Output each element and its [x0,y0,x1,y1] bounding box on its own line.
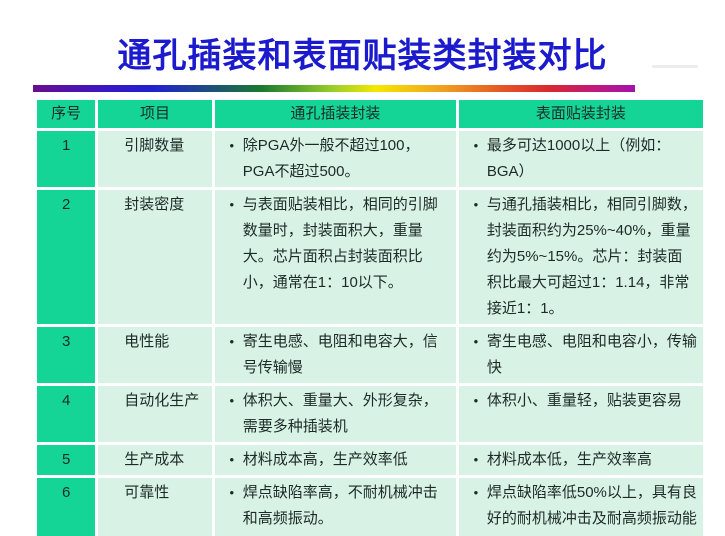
bullet-icon: • [229,392,235,408]
surface-mount-text: 材料成本低，生产效率高 [486,450,652,468]
surface-mount-text: 与通孔插装相比，相同引脚数，封装面积约为25%~40%，重量约为5%~15%。芯… [486,195,697,317]
header-item: 项目 [98,99,212,128]
surface-mount-cell: • 焊点缺陷率低50%以上，具有良好的耐机械冲击及耐高频振动能力 [458,477,703,536]
table-row: 2 封装密度 • 与表面贴装相比，相同的引脚数量时，封装面积大，重量大。芯片面积占封装… [37,189,703,324]
bullet-icon: • [229,333,235,349]
surface-mount-text: 最多可达1000以上（例如：BGA） [486,136,671,180]
header-row: 序号 项目 通孔插装封装 表面贴装封装 [37,99,703,128]
surface-mount-cell: • 最多可达1000以上（例如：BGA） [458,130,703,187]
through-hole-cell: • 体积大、重量大、外形复杂，需要多种插装机 [214,385,456,442]
row-item-cell: 封装密度 [98,189,212,324]
surface-mount-text: 寄生电感、电阻和电容小，传输快 [486,332,697,376]
row-item-cell: 引脚数量 [98,130,212,187]
surface-mount-cell: • 与通孔插装相比，相同引脚数，封装面积约为25%~40%，重量约为5%~15%。… [458,189,703,324]
row-item-cell: 生产成本 [98,444,212,475]
surface-mount-text: 体积小、重量轻，贴装更容易 [486,391,682,409]
bullet-icon: • [473,392,479,408]
table-row: 1 引脚数量 • 除PGA外一般不超过100，PGA不超过500。 • 最多可达1000以… [37,130,703,187]
through-hole-cell: • 与表面贴装相比，相同的引脚数量时，封装面积大，重量大。芯片面积占封装面积比小，… [214,189,456,324]
slide-title: 通孔插装和表面贴装类封装对比 [117,37,608,75]
table-row: 6 可靠性 • 焊点缺陷率高，不耐机械冲击和高频振动。 • 焊点缺陷率低50%以上，具有良… [37,477,703,536]
header-surface-mount: 表面贴装封装 [458,99,703,128]
bullet-icon: • [473,196,479,212]
through-hole-text: 寄生电感、电阻和电容大，信号传输慢 [242,332,438,376]
row-number-cell: 2 [37,189,96,324]
rainbow-divider [33,84,635,92]
bullet-icon: • [473,333,479,349]
row-item-cell: 自动化生产 [98,385,212,442]
row-number-cell: 6 [37,477,96,536]
surface-mount-cell: • 材料成本低，生产效率高 [458,444,703,475]
bullet-icon: • [229,137,235,153]
through-hole-text: 焊点缺陷率高，不耐机械冲击和高频振动。 [242,483,438,527]
bullet-icon: • [229,451,235,467]
bullet-icon: • [229,196,235,212]
row-number-cell: 1 [37,130,96,187]
top-right-artifact [652,65,698,68]
through-hole-text: 除PGA外一般不超过100，PGA不超过500。 [242,136,420,180]
through-hole-cell: • 除PGA外一般不超过100，PGA不超过500。 [214,130,456,187]
table-row: 3 电性能 • 寄生电感、电阻和电容大，信号传输慢 • 寄生电感、电阻和电容小，传输快 [37,326,703,383]
surface-mount-text: 焊点缺陷率低50%以上，具有良好的耐机械冲击及耐高频振动能力 [486,483,697,536]
row-number-cell: 3 [37,326,96,383]
through-hole-text: 与表面贴装相比，相同的引脚数量时，封装面积大，重量大。芯片面积占封装面积比小，通… [242,195,438,291]
table-row: 4 自动化生产 • 体积大、重量大、外形复杂，需要多种插装机 • 体积小、重量轻，贴装更容… [37,385,703,442]
row-item-cell: 电性能 [98,326,212,383]
bullet-icon: • [473,484,479,500]
bullet-icon: • [229,484,235,500]
surface-mount-cell: • 体积小、重量轻，贴装更容易 [458,385,703,442]
surface-mount-cell: • 寄生电感、电阻和电容小，传输快 [458,326,703,383]
header-through-hole: 通孔插装封装 [214,99,456,128]
bullet-icon: • [473,137,479,153]
row-number-cell: 4 [37,385,96,442]
header-serial: 序号 [37,99,96,128]
through-hole-cell: • 寄生电感、电阻和电容大，信号传输慢 [214,326,456,383]
table-row: 5 生产成本 • 材料成本高，生产效率低 • 材料成本低，生产效率高 [37,444,703,475]
slide: 通孔插装和表面贴装类封装对比 序号 项目 通孔插装封装 表面贴装封装 1 引脚数量… [0,36,725,536]
bullet-icon: • [473,451,479,467]
row-item-cell: 可靠性 [98,477,212,536]
through-hole-cell: • 材料成本高，生产效率低 [214,444,456,475]
row-number-cell: 5 [37,444,96,475]
through-hole-text: 材料成本高，生产效率低 [242,450,408,468]
through-hole-cell: • 焊点缺陷率高，不耐机械冲击和高频振动。 [214,477,456,536]
through-hole-text: 体积大、重量大、外形复杂，需要多种插装机 [242,391,438,435]
comparison-table: 序号 项目 通孔插装封装 表面贴装封装 1 引脚数量 • 除PGA外一般不超过100，… [34,97,706,536]
